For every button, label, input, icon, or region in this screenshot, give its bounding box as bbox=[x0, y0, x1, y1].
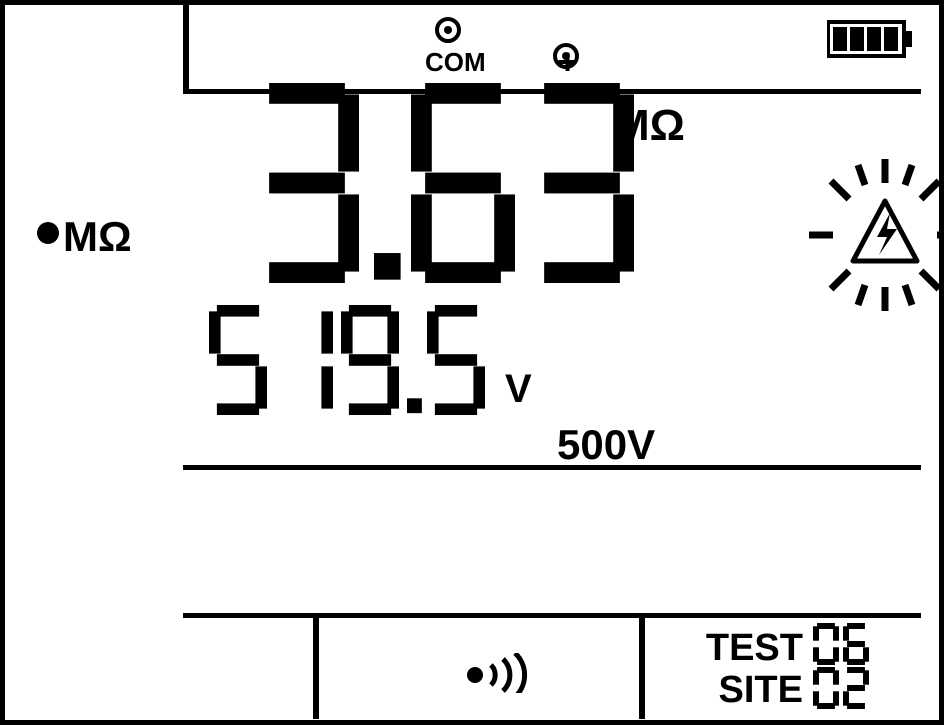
primary-reading bbox=[255, 83, 649, 283]
battery-icon bbox=[827, 19, 915, 64]
port-com-label: COM bbox=[425, 47, 486, 78]
divider-h-3 bbox=[183, 613, 921, 618]
secondary-unit: V bbox=[505, 367, 532, 412]
port-com-icon bbox=[435, 17, 461, 43]
divider-vertical-bottom-2 bbox=[639, 617, 645, 719]
site-label: SITE bbox=[698, 669, 803, 712]
primary-unit: MΩ bbox=[613, 101, 685, 151]
site-number bbox=[813, 667, 873, 709]
buzzer-icon bbox=[463, 653, 543, 698]
port-plus-label: + bbox=[557, 41, 578, 83]
divider-vertical-top bbox=[183, 5, 189, 89]
divider-h-2 bbox=[183, 465, 921, 470]
range-label: 500V bbox=[557, 421, 655, 469]
divider-vertical-bottom-1 bbox=[313, 617, 319, 719]
mode-dot bbox=[37, 222, 59, 244]
secondary-reading bbox=[209, 305, 493, 415]
test-number bbox=[813, 623, 873, 665]
test-label: TEST bbox=[693, 627, 803, 670]
hazard-icon bbox=[805, 155, 944, 320]
mode-label: MΩ bbox=[63, 213, 132, 261]
